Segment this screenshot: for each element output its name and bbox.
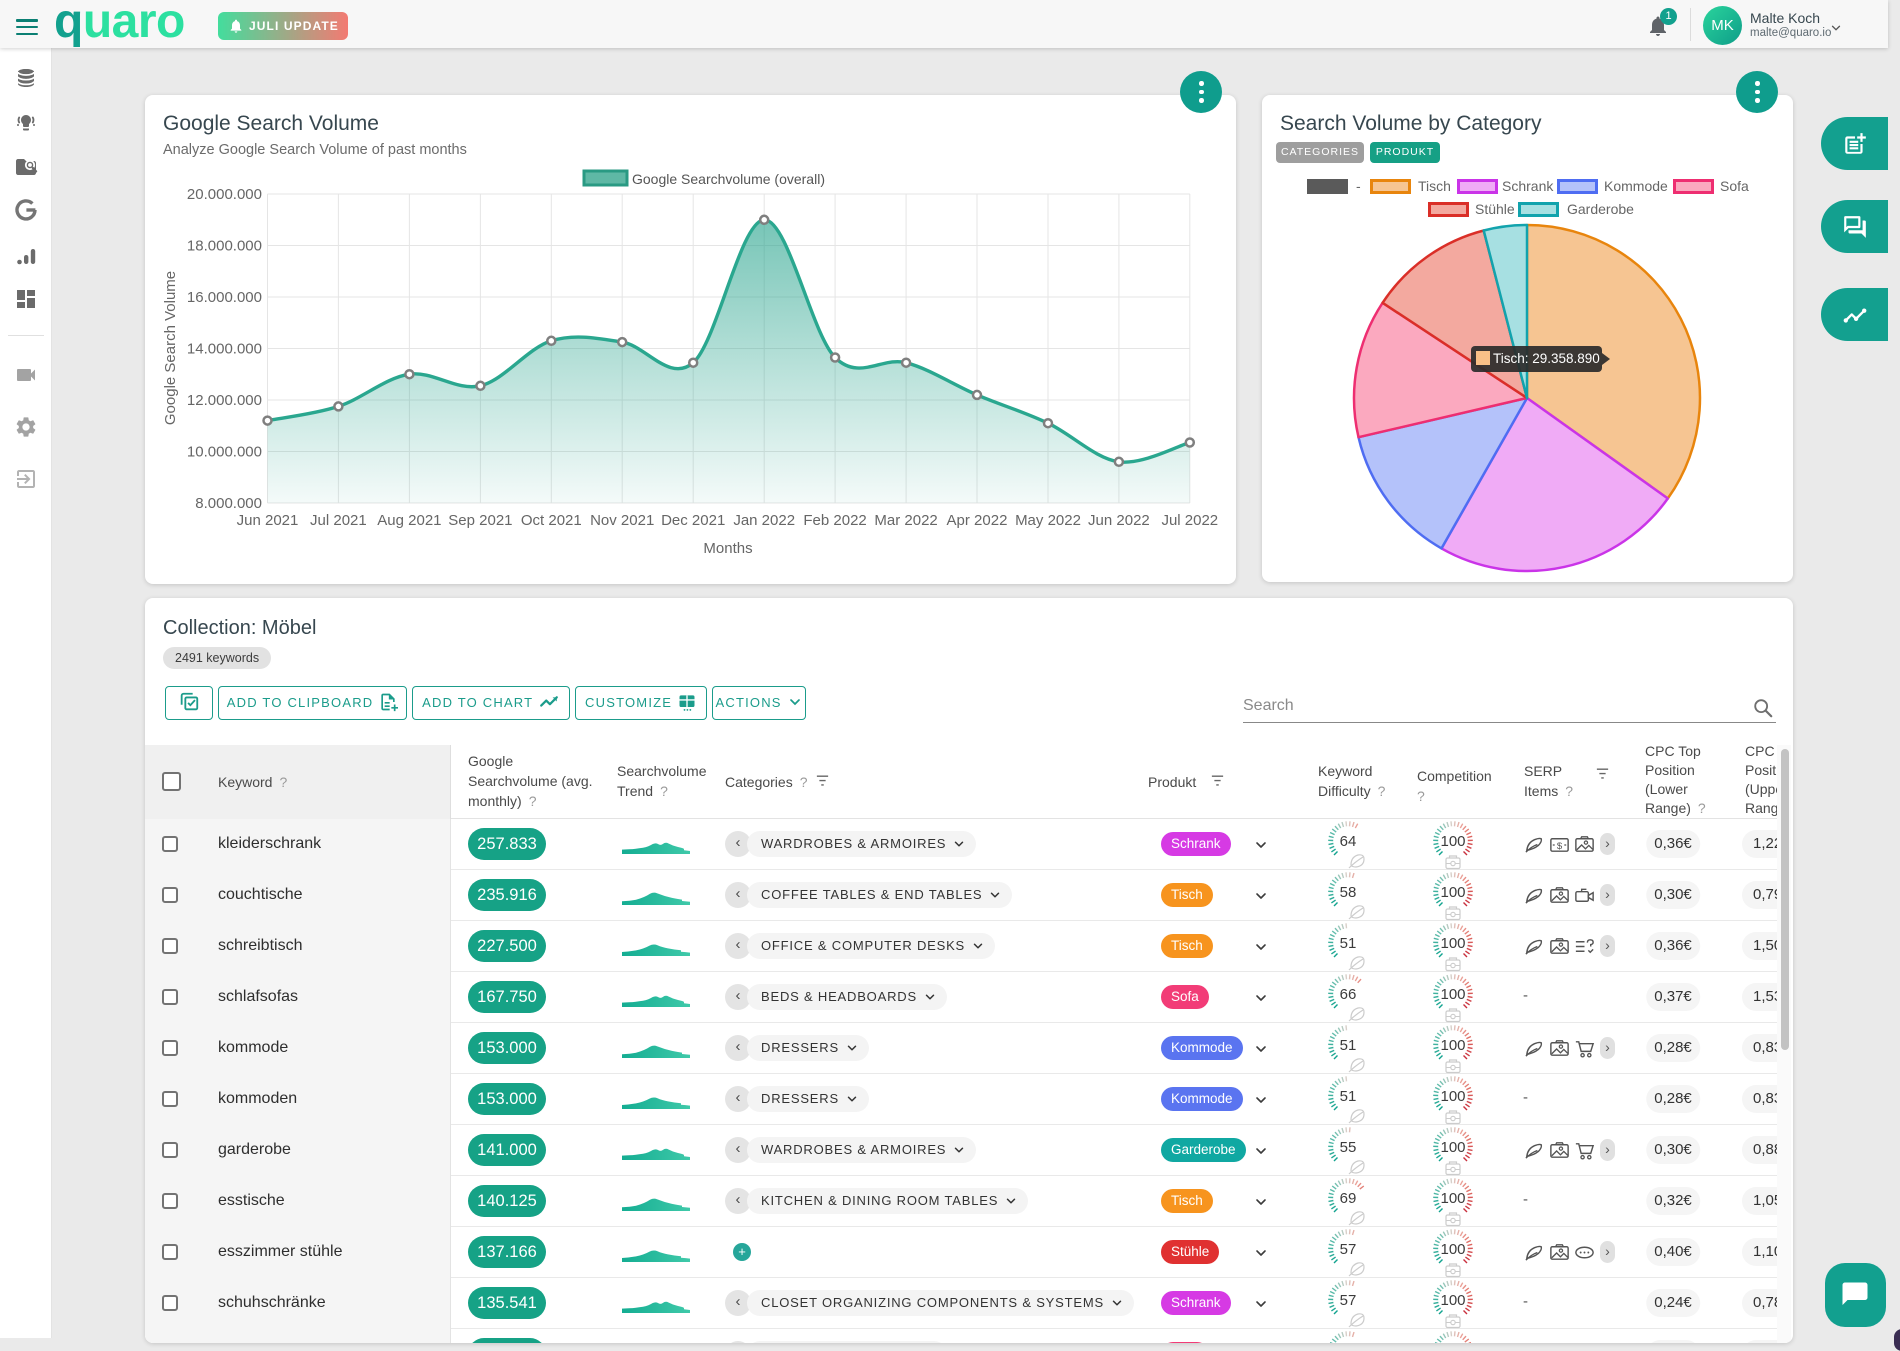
svg-text:10.000.000: 10.000.000 [187, 444, 262, 461]
svg-text:100: 100 [1440, 1241, 1465, 1258]
svg-text:Mar 2022: Mar 2022 [874, 512, 937, 529]
svg-text:Nov 2021: Nov 2021 [590, 512, 654, 529]
svg-text:100: 100 [1440, 1139, 1465, 1156]
svg-text:100: 100 [1440, 833, 1465, 850]
svg-text:100: 100 [1440, 935, 1465, 952]
svg-text:Jul 2022: Jul 2022 [1161, 512, 1218, 529]
svg-text:Jun 2021: Jun 2021 [237, 512, 299, 529]
svg-text:Google Search Volume: Google Search Volume [162, 271, 179, 425]
svg-text:Sep 2021: Sep 2021 [448, 512, 512, 529]
svg-text:100: 100 [1440, 986, 1465, 1003]
svg-text:100: 100 [1440, 1037, 1465, 1054]
svg-text:100: 100 [1440, 884, 1465, 901]
svg-text:Jan 2022: Jan 2022 [733, 512, 795, 529]
svg-text:64: 64 [1340, 833, 1357, 850]
svg-text:55: 55 [1340, 1139, 1357, 1156]
svg-text:100: 100 [1440, 1190, 1465, 1207]
svg-text:Apr 2022: Apr 2022 [947, 512, 1008, 529]
svg-text:14.000.000: 14.000.000 [187, 341, 262, 358]
svg-text:May 2022: May 2022 [1015, 512, 1081, 529]
svg-text:16.000.000: 16.000.000 [187, 289, 262, 306]
svg-text:60: 60 [1340, 1343, 1357, 1344]
svg-text:8.000.000: 8.000.000 [195, 495, 262, 512]
svg-text:69: 69 [1340, 1190, 1357, 1207]
svg-text:Google Searchvolume (overall): Google Searchvolume (overall) [632, 171, 825, 187]
svg-text:Months: Months [703, 540, 752, 557]
svg-text:100: 100 [1440, 1343, 1465, 1344]
svg-text:12.000.000: 12.000.000 [187, 392, 262, 409]
svg-text:$: $ [1557, 840, 1563, 851]
svg-text:57: 57 [1340, 1241, 1357, 1258]
svg-text:66: 66 [1340, 986, 1357, 1003]
svg-text:20.000.000: 20.000.000 [187, 186, 262, 203]
svg-text:51: 51 [1340, 1037, 1357, 1054]
svg-text:Aug 2021: Aug 2021 [377, 512, 441, 529]
svg-text:100: 100 [1440, 1292, 1465, 1309]
svg-text:100: 100 [1440, 1088, 1465, 1105]
svg-text:Jun 2022: Jun 2022 [1088, 512, 1150, 529]
svg-text:51: 51 [1340, 1088, 1357, 1105]
svg-text:51: 51 [1340, 935, 1357, 952]
svg-text:58: 58 [1340, 884, 1357, 901]
svg-text:Jul 2021: Jul 2021 [310, 512, 367, 529]
svg-text:Dec 2021: Dec 2021 [661, 512, 725, 529]
svg-text:Oct 2021: Oct 2021 [521, 512, 582, 529]
svg-text:Feb 2022: Feb 2022 [803, 512, 866, 529]
svg-text:18.000.000: 18.000.000 [187, 238, 262, 255]
svg-text:57: 57 [1340, 1292, 1357, 1309]
